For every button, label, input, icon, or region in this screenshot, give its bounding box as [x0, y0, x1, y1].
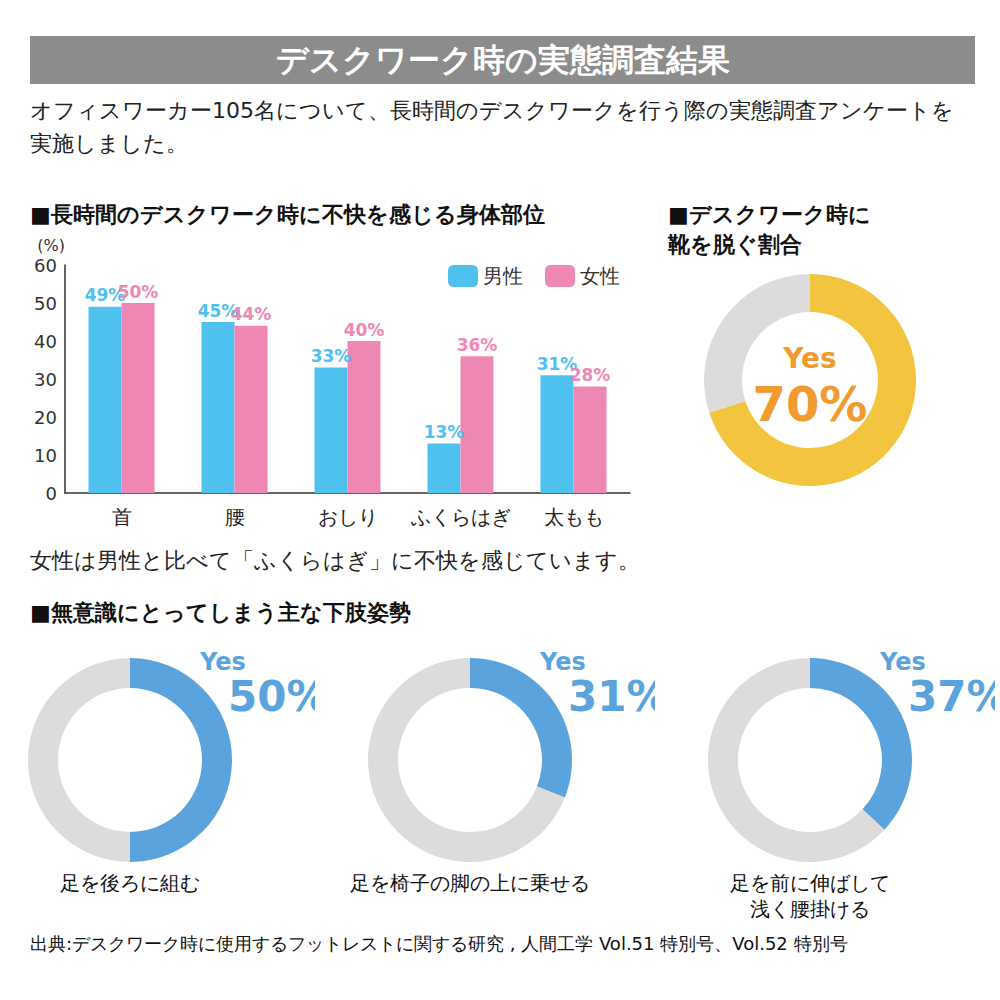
svg-text:20: 20	[34, 407, 57, 428]
svg-text:31%: 31%	[568, 672, 655, 721]
svg-text:10: 10	[34, 445, 57, 466]
svg-text:50%: 50%	[228, 672, 315, 721]
svg-text:ふくらはぎ: ふくらはぎ	[410, 505, 511, 529]
html-text:出典:デスクワーク時に使用するフットレストに関する研究 ,: 出典:デスクワーク時に使用するフットレストに関する研究 , 人間工学 Vol.5…	[30, 933, 848, 954]
svg-text:0: 0	[46, 483, 57, 504]
svg-text:(%): (%)	[37, 236, 65, 255]
svg-text:50%: 50%	[118, 282, 159, 302]
svg-text:49%: 49%	[84, 285, 126, 306]
svg-text:50: 50	[34, 293, 57, 314]
svg-text:70%: 70%	[753, 376, 868, 432]
svg-text:Yes: Yes	[880, 648, 926, 676]
svg-text:60: 60	[34, 255, 57, 276]
svg-text:首: 首	[112, 505, 132, 529]
svg-text:33%: 33%	[311, 346, 352, 366]
svg-text:女性: 女性	[580, 264, 620, 288]
svg-text:13%: 13%	[424, 422, 465, 442]
svg-text:36%: 36%	[457, 335, 498, 355]
svg-text:Yes: Yes	[782, 342, 836, 375]
svg-text:44%: 44%	[231, 304, 272, 324]
svg-text:45%: 45%	[197, 300, 239, 321]
svg-text:31%: 31%	[536, 353, 578, 374]
svg-text:40%: 40%	[344, 320, 385, 340]
svg-text:男性: 男性	[483, 264, 523, 288]
html-text:■無意識にとってしまう主な下肢姿勢: ■無意識にとってしまう主な下肢姿勢	[30, 600, 411, 625]
html-text:足を後ろに組む: 足を後ろに組む	[60, 871, 200, 895]
svg-text:37%: 37%	[908, 672, 995, 721]
html-text:■デスクワーク時に靴を脱ぐ割合: ■デスクワーク時に靴を脱ぐ割合	[668, 202, 871, 257]
svg-text:太もも: 太もも	[544, 505, 604, 529]
html-text:足を椅子の脚の上に乗せる: 足を椅子の脚の上に乗せる	[350, 871, 590, 895]
svg-text:Yes: Yes	[200, 648, 246, 676]
html-text:■長時間のデスクワーク時に不快を感じる身体部位: ■長時間のデスクワーク時に不快を感じる身体部位	[30, 202, 545, 227]
html-text:女性は男性と比べて「ふくらはぎ」に不快を感じています。: 女性は男性と比べて「ふくらはぎ」に不快を感じています。	[30, 548, 640, 573]
svg-text:40: 40	[34, 331, 57, 352]
svg-text:Yes: Yes	[540, 648, 586, 676]
html-text:足を前に伸ばして 浅く腰掛ける: 足を前に伸ばして 浅く腰掛ける	[730, 871, 890, 921]
html-text:デスクワーク時の実態調査結果: デスクワーク時の実態調査結果	[275, 41, 730, 79]
svg-text:30: 30	[34, 369, 57, 390]
svg-text:おしり: おしり	[318, 505, 378, 529]
html-text:オフィスワーカー105名について、長時間のデスクワークを行う: オフィスワーカー105名について、長時間のデスクワークを行う際の実態調査アンケー…	[30, 98, 954, 156]
svg-text:腰: 腰	[225, 505, 245, 529]
svg-text:28%: 28%	[570, 365, 611, 385]
